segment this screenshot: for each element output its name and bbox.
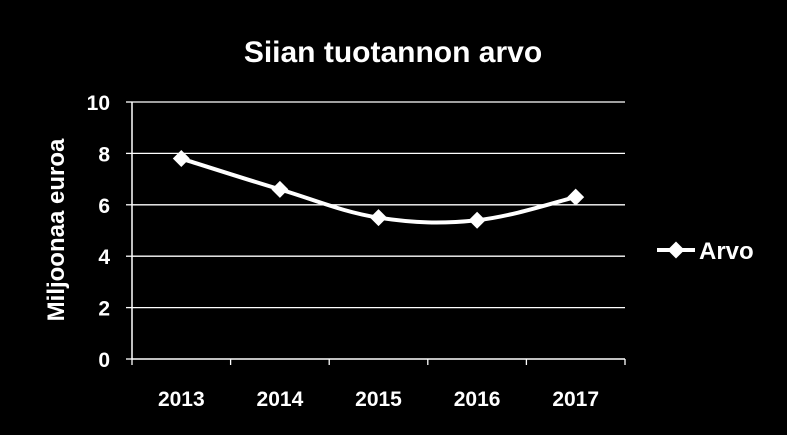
x-tick-label: 2017 (552, 388, 599, 411)
y-tick-label: 10 (87, 92, 110, 115)
legend: Arvo (657, 238, 754, 265)
data-point (172, 150, 190, 168)
y-tick-label: 8 (98, 143, 110, 166)
y-tick-label: 0 (98, 349, 110, 372)
y-tick-labels: 0 2 4 6 8 10 (87, 92, 132, 372)
x-tick-label: 2014 (257, 388, 304, 411)
legend-marker (667, 241, 685, 259)
chart-title: Siian tuotannon arvo (244, 36, 542, 69)
data-point (468, 211, 486, 229)
y-tick-label: 2 (98, 298, 110, 321)
x-tick-label: 2015 (355, 388, 402, 411)
x-tick-label: 2016 (454, 388, 501, 411)
data-point (271, 180, 289, 198)
x-tick-label: 2013 (158, 388, 205, 411)
data-point (567, 188, 585, 206)
legend-label: Arvo (699, 238, 754, 265)
x-tick-labels: 2013 2014 2015 2016 2017 (131, 359, 626, 411)
data-point (370, 209, 387, 227)
axes (131, 102, 625, 360)
y-tick-label: 6 (98, 195, 110, 218)
series-layer (172, 150, 585, 229)
y-axis-label: Miljoonaa euroa (43, 138, 70, 321)
y-tick-label: 4 (98, 246, 110, 269)
